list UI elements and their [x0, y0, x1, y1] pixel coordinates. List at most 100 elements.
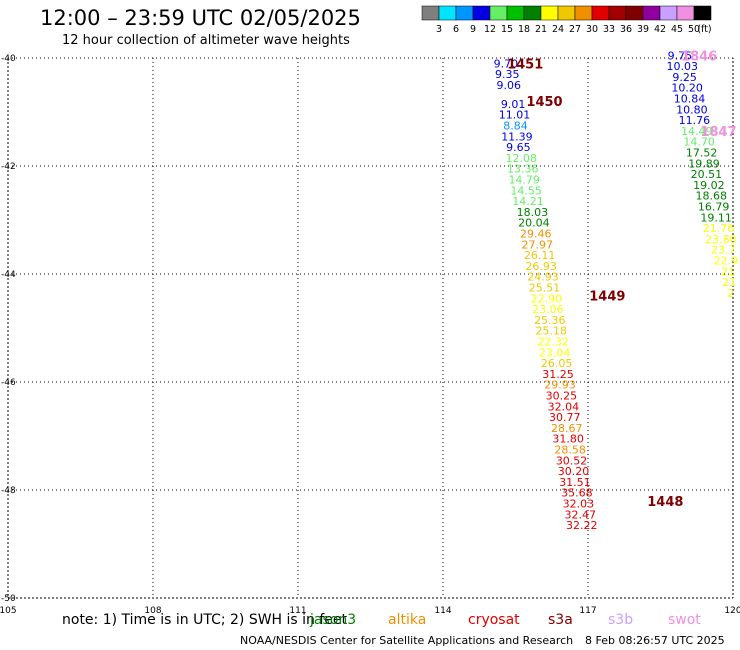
- colorbar-swatch: [489, 5, 508, 21]
- satellite-legend-cryosat: cryosat: [468, 612, 520, 628]
- wave-height-value: 32.22: [566, 519, 598, 532]
- wave-height-value: 26.11: [524, 249, 556, 262]
- wave-height-value: 9.35: [495, 68, 520, 81]
- wave-height-value: 14.49: [681, 125, 713, 138]
- wave-height-value: 30.77: [549, 411, 581, 424]
- lat-lon-grid: [7, 57, 734, 599]
- wave-height-value: 14.70: [683, 136, 715, 149]
- wave-height-value: 14.55: [510, 184, 542, 197]
- latitude-label: -42: [1, 162, 16, 172]
- longitude-label: 105: [0, 606, 17, 616]
- wave-height-value: 30.25: [546, 390, 578, 403]
- wave-height-value: 11.39: [501, 130, 533, 143]
- satellite-legend-s3b: s3b: [608, 612, 634, 628]
- latitude-label: -40: [1, 54, 16, 64]
- colorbar-tick-label: 33: [603, 24, 615, 35]
- colorbar-tick-label: 15: [501, 24, 513, 35]
- latitude-label: -50: [1, 594, 16, 604]
- generated-timestamp: 8 Feb 08:26:57 UTC 2025: [585, 634, 725, 647]
- colorbar-swatch: [591, 5, 610, 21]
- wave-height-value: 23.04: [539, 346, 571, 359]
- wave-height-value: 25.18: [536, 325, 568, 338]
- longitude-label: 108: [144, 606, 161, 616]
- colorbar-tick-label: 24: [552, 24, 564, 35]
- wave-height-value: 12.08: [506, 152, 538, 165]
- colorbar-swatch: [421, 5, 440, 21]
- wave-height-value: 26.93: [525, 260, 557, 273]
- colorbar-swatch: [642, 5, 661, 21]
- wave-height-value: 26.05: [541, 357, 573, 370]
- credit-line: NOAA/NESDIS Center for Satellite Applica…: [240, 634, 574, 647]
- colorbar-swatch: [523, 5, 542, 21]
- pass-time-label: 1450: [526, 95, 562, 110]
- wave-height-value: 14.79: [508, 174, 540, 187]
- pass-time-label: 1448: [647, 495, 683, 510]
- wave-height-value: 9.01: [501, 98, 526, 111]
- wave-height-value: 19.11: [700, 211, 732, 224]
- longitude-label: 114: [434, 606, 451, 616]
- wave-height-value: 30.52: [556, 454, 588, 467]
- wave-height-value: 9.70: [494, 57, 519, 70]
- wave-height-value: 21: [721, 265, 735, 278]
- colorbar-legend: 3 6 9 12 15 18 21 24 27 30 33 36 39 42 45 50(ft): [421, 5, 712, 35]
- pass-time-label: 1449: [589, 290, 625, 305]
- satellite-legend-s3a: s3a: [548, 612, 573, 628]
- wave-height-value: 31.80: [552, 433, 584, 446]
- wave-height-value: 19.02: [693, 179, 725, 192]
- axis-labels: -40 -42 -44 -46 -48 -50 105 108 111 114 117 120: [0, 54, 740, 616]
- wave-height-value: 14.21: [512, 195, 544, 208]
- wave-height-value: 32.04: [548, 400, 580, 413]
- wave-height-value: 22.32: [537, 336, 569, 349]
- colorbar-tick-label: 21: [535, 24, 547, 35]
- wave-height-value: 18.68: [696, 190, 728, 203]
- wave-height-value: 10.03: [667, 60, 699, 73]
- wave-height-value: 29.46: [520, 228, 552, 241]
- colorbar-tick-label: 12: [484, 24, 496, 35]
- wave-height-value: 13.36: [507, 163, 539, 176]
- colorbar-swatch: [608, 5, 627, 21]
- wave-height-value: 23.06: [532, 303, 564, 316]
- colorbar-tick-label: 36: [620, 24, 632, 35]
- wave-height-value: 21: [722, 276, 736, 289]
- pass-time-label: 1846: [681, 49, 717, 64]
- pass-time-labels: 1451 1450 1449 1448 1846 1847: [507, 49, 737, 510]
- wave-height-value: 2: [727, 287, 734, 300]
- track-a-values: 9.709.359.069.0111.018.8411.399.6512.081…: [494, 57, 598, 532]
- colorbar-swatch: [472, 5, 491, 21]
- wave-height-value: 11.76: [679, 114, 711, 127]
- footer-note: note: 1) Time is in UTC; 2) SWH is in fe…: [62, 612, 348, 628]
- colorbar-tick-label: 9: [470, 24, 476, 35]
- wave-height-value: 20.04: [518, 217, 550, 230]
- wave-height-value: 16.79: [698, 201, 730, 214]
- wave-height-value: 25.36: [534, 314, 566, 327]
- colorbar-swatch: [676, 5, 695, 21]
- latitude-label: -44: [1, 270, 16, 280]
- colorbar-tick-label: 18: [518, 24, 530, 35]
- wave-height-value: 21.76: [703, 222, 735, 235]
- colorbar-swatch: [455, 5, 474, 21]
- colorbar-swatch: [625, 5, 644, 21]
- wave-height-value: 29.93: [544, 379, 576, 392]
- satellite-legend-jason3: jason3: [310, 612, 357, 628]
- latitude-label: -48: [1, 486, 16, 496]
- colorbar-tick-label: 42: [654, 24, 666, 35]
- wave-height-value: 10.80: [676, 103, 708, 116]
- longitude-label: 117: [579, 606, 596, 616]
- map-frame: [7, 57, 734, 599]
- longitude-label: 120: [724, 606, 740, 616]
- colorbar-tick-label: 45: [671, 24, 683, 35]
- wave-height-value: 23.80: [705, 233, 737, 246]
- wave-height-value: 9.25: [672, 71, 697, 84]
- wave-height-value: 10.84: [674, 93, 706, 106]
- wave-height-value: 31.51: [559, 476, 591, 489]
- colorbar-tick-label: 50: [688, 24, 700, 35]
- colorbar-swatch: [438, 5, 457, 21]
- wave-height-value: 17.52: [686, 147, 718, 160]
- page-subtitle: 12 hour collection of altimeter wave hei…: [62, 33, 350, 48]
- wave-height-value: 19.89: [688, 157, 720, 170]
- wave-height-value: 32.03: [563, 498, 595, 511]
- colorbar-tick-label: 27: [569, 24, 581, 35]
- wave-height-value: 32.47: [565, 508, 597, 521]
- wave-height-value: 9.65: [506, 141, 531, 154]
